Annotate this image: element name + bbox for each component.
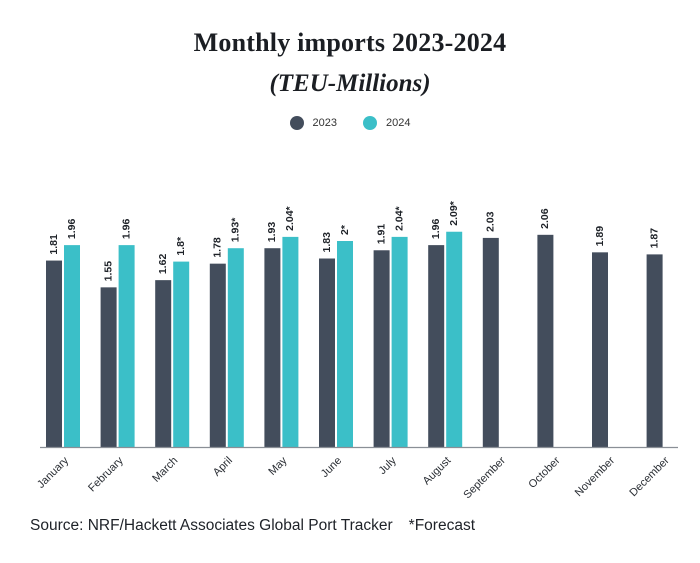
x-tick-label-october: October bbox=[526, 454, 562, 490]
data-label-2023-february: 1.55 bbox=[102, 261, 114, 282]
data-label-2024-july: 2.04* bbox=[393, 205, 405, 230]
bar-2023-march bbox=[155, 280, 172, 447]
legend: 2023 2024 bbox=[0, 116, 700, 130]
x-tick-label-september: September bbox=[461, 454, 508, 501]
data-label-2023-november: 1.89 bbox=[594, 226, 606, 247]
legend-item-2023: 2023 bbox=[289, 116, 337, 130]
bar-2023-october bbox=[537, 234, 554, 447]
legend-label-2024: 2024 bbox=[386, 117, 411, 129]
bar-2023-july bbox=[373, 250, 390, 447]
bar-2023-february bbox=[100, 287, 117, 447]
bar-2023-august bbox=[428, 245, 445, 447]
x-tick-label-february: February bbox=[86, 454, 126, 494]
data-label-2023-july: 1.91 bbox=[375, 224, 387, 245]
bar-2024-january bbox=[64, 245, 80, 447]
legend-swatch-2024 bbox=[363, 116, 377, 130]
data-label-2024-may: 2.04* bbox=[284, 205, 296, 230]
data-label-2024-april: 1.93* bbox=[230, 217, 242, 242]
legend-label-2023: 2023 bbox=[312, 117, 337, 129]
data-label-2023-april: 1.78 bbox=[212, 237, 224, 258]
x-tick-label-april: April bbox=[211, 455, 235, 479]
bar-2023-january bbox=[46, 260, 62, 447]
source-footer: Source: NRF/Hackett Associates Global Po… bbox=[30, 517, 475, 535]
legend-item-2024: 2024 bbox=[363, 116, 410, 130]
x-tick-label-november: November bbox=[573, 454, 618, 499]
source-text: Source: NRF/Hackett Associates Global Po… bbox=[30, 517, 393, 534]
legend-swatch-2023 bbox=[289, 116, 304, 130]
bar-2023-november bbox=[592, 252, 608, 447]
bar-2023-may bbox=[264, 248, 281, 447]
data-label-2023-october: 2.06 bbox=[539, 208, 551, 229]
data-label-2024-august: 2.09* bbox=[448, 200, 460, 225]
x-tick-label-january: January bbox=[35, 454, 72, 491]
x-tick-label-august: August bbox=[421, 455, 454, 488]
data-label-2024-february: 1.96 bbox=[120, 219, 132, 240]
data-label-2024-june: 2* bbox=[339, 224, 351, 235]
x-tick-label-may: May bbox=[266, 454, 290, 478]
bar-2024-july bbox=[391, 236, 408, 447]
bar-2023-april bbox=[209, 263, 226, 447]
bar-2024-march bbox=[173, 261, 190, 447]
bar-2024-may bbox=[282, 236, 299, 447]
data-label-2024-january: 1.96 bbox=[66, 219, 78, 240]
chart-title: Monthly imports 2023-2024 bbox=[193, 28, 507, 57]
bar-2023-december bbox=[646, 254, 663, 447]
bar-2024-april bbox=[227, 248, 244, 447]
x-tick-label-march: March bbox=[150, 455, 180, 485]
data-label-2023-august: 1.96 bbox=[430, 219, 442, 240]
bar-2023-june bbox=[319, 258, 335, 447]
bar-2024-june bbox=[337, 241, 353, 447]
data-label-2023-march: 1.62 bbox=[157, 254, 169, 275]
bar-2024-february bbox=[118, 245, 135, 447]
data-label-2023-may: 1.93 bbox=[266, 222, 278, 243]
x-tick-label-june: June bbox=[319, 455, 344, 480]
data-label-2023-june: 1.83 bbox=[321, 232, 333, 253]
bar-2023-september bbox=[482, 237, 499, 447]
data-label-2023-september: 2.03 bbox=[485, 211, 497, 232]
data-label-2023-january: 1.81 bbox=[48, 234, 60, 255]
forecast-note: *Forecast bbox=[408, 517, 476, 534]
x-tick-label-july: July bbox=[376, 454, 399, 477]
bar-2024-august bbox=[446, 231, 463, 447]
chart-subtitle: (TEU-Millions) bbox=[269, 70, 431, 97]
data-label-2023-december: 1.87 bbox=[648, 228, 660, 249]
x-tick-label-december: December bbox=[627, 454, 672, 499]
data-label-2024-march: 1.8* bbox=[175, 236, 187, 256]
